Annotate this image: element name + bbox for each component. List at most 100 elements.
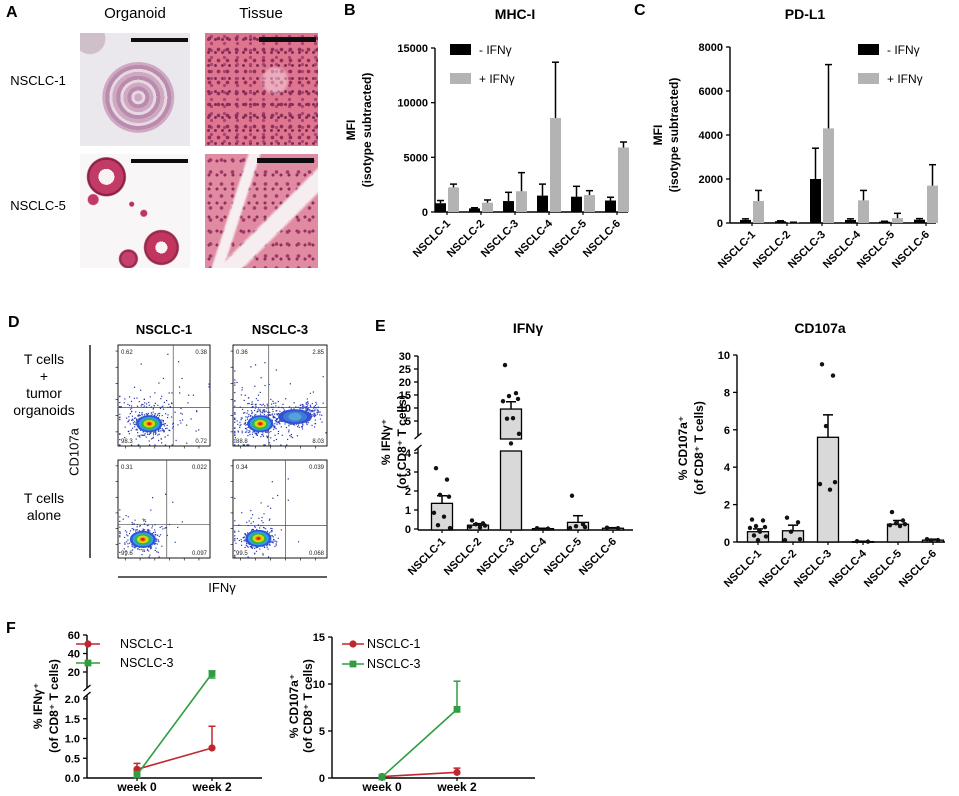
quadrant-pct-lower-right: 0.068 [309,551,325,557]
data-point [749,517,755,522]
quadrant-pct-upper-right: 0.039 [309,465,325,471]
data-point [823,423,829,429]
mhc1-chart-title: MHC-I [494,6,536,22]
bar [469,208,480,212]
histology-image-nsclc5-organoid [80,154,190,268]
y-tick-label: 8000 [699,42,723,54]
y-tick-label: 2.0 [65,694,80,706]
data-point [897,523,903,529]
data-point [567,525,573,531]
data-point [902,522,908,527]
bar [605,200,616,212]
quadrant-pct-upper-left: 0.34 [236,465,248,471]
panel-a-label: A [6,4,18,21]
data-point [500,399,506,404]
y-axis: 0 2 4 6 8 10 % CD107a⁺ (of CD8⁺ T cells) [676,350,738,549]
data-point [782,537,788,543]
y-tick-label: 15 [313,632,325,644]
y-tick-label: 5 [405,416,411,428]
y-axis-label: % IFNγ⁺ [379,419,393,465]
bar [845,219,856,223]
y-tick-label: 6000 [699,86,723,98]
y-tick-label: 8 [724,387,730,399]
data-point [615,526,621,531]
y-tick-label: 40 [68,649,80,661]
data-point [935,537,941,543]
panel-f-label: F [6,620,16,637]
y-tick-label: 5 [319,726,325,738]
bar [618,147,629,212]
flow-column-title-nsclc3: NSCLC-3 [251,322,309,337]
legend: - IFNγ + IFNγ [858,43,923,86]
bar [927,185,938,223]
data-point [819,362,825,367]
y-tick-label: 15 [399,390,411,402]
series-line [136,747,213,771]
x-tick-labels: week 0 week 2 [361,778,477,794]
y-tick-label: 0 [405,524,411,536]
data-point [435,523,441,528]
quadrant-pct-upper-left: 0.31 [121,465,133,471]
y-axis-label: (of CD8⁺ T cells) [47,659,61,753]
quadrant-pct-lower-left: 88.8 [236,439,248,445]
series-marker [453,705,461,713]
y-tick-label: 10 [718,350,730,362]
series-marker [84,659,92,667]
legend-swatch [450,73,471,84]
y-tick-label: 10000 [397,98,428,110]
series-marker [378,773,386,781]
x-tick-label: week 0 [361,780,402,794]
panel-e-label: E [375,318,386,335]
x-category-labels: NSCLC-1NSCLC-2NSCLC-3NSCLC-4NSCLC-5NSCLC… [411,212,623,260]
row-label-nsclc1: NSCLC-1 [10,73,66,88]
flow-row-label-line: T cells [23,351,65,367]
cd107a-dot-bar-chart: 0 2 4 6 8 10 % CD107a⁺ (of CD8⁺ T cells) NSCLC-1… [676,350,945,590]
data-point [447,525,453,531]
legend-swatch [450,44,471,55]
y-axis-label: (of CD8⁺ T cells) [301,659,315,753]
x-tick-label: week 2 [436,780,477,794]
flow-plot: 0.62 0.38 98.3 0.72 [115,344,211,449]
data-point [827,487,833,492]
legend: NSCLC-1 NSCLC-3 [342,637,421,671]
data-point [433,466,439,471]
quadrant-pct-upper-right: 2.85 [312,350,324,356]
y-axis-label: (isotype subtracted) [667,78,681,193]
data-point [757,529,763,534]
data-point [817,481,823,487]
flow-row-label-line: organoids [13,402,75,418]
flow-plot: 0.36 2.85 88.8 8.03 [230,344,328,449]
y-tick-label: 2000 [699,174,723,186]
data-point [830,373,836,378]
data-point [515,396,521,402]
legend-label: NSCLC-1 [120,637,174,651]
data-point [763,534,769,539]
data-point [506,393,512,399]
data-point [569,493,575,498]
data-point [545,526,551,531]
quadrant-pct-lower-right: 0.097 [192,551,208,557]
y-tick-label: 4 [724,462,731,474]
data-point [446,494,452,499]
density-cloud [234,478,289,558]
legend: - IFNγ + IFNγ [450,43,515,86]
x-tick-labels: week 0 week 2 [116,778,232,794]
y-tick-label: 0.5 [65,753,80,765]
x-category-labels: NSCLC-1NSCLC-2NSCLC-3NSCLC-4NSCLC-5NSCLC… [406,530,619,578]
data-point [431,510,437,516]
y-axis: 0 5 10 15 % CD107a⁺ (of CD8⁺ T cells) [287,632,333,785]
x-tick-label: week 0 [116,780,157,794]
flow-row-label-line: tumor [26,385,62,401]
y-tick-label: 4 [405,448,412,460]
data-point [469,518,475,523]
legend-swatch [858,73,879,84]
bar [858,200,869,223]
y-axis-label: % CD107a⁺ [676,416,690,480]
y-tick-label: 20 [68,667,80,679]
data-point [893,521,899,526]
y-tick-label: 15000 [397,43,428,55]
y-axis: 0 2000 4000 6000 8000 MFI (isotype subtracted) [651,42,731,230]
y-tick-label: 60 [68,630,80,642]
data-point [441,514,447,519]
